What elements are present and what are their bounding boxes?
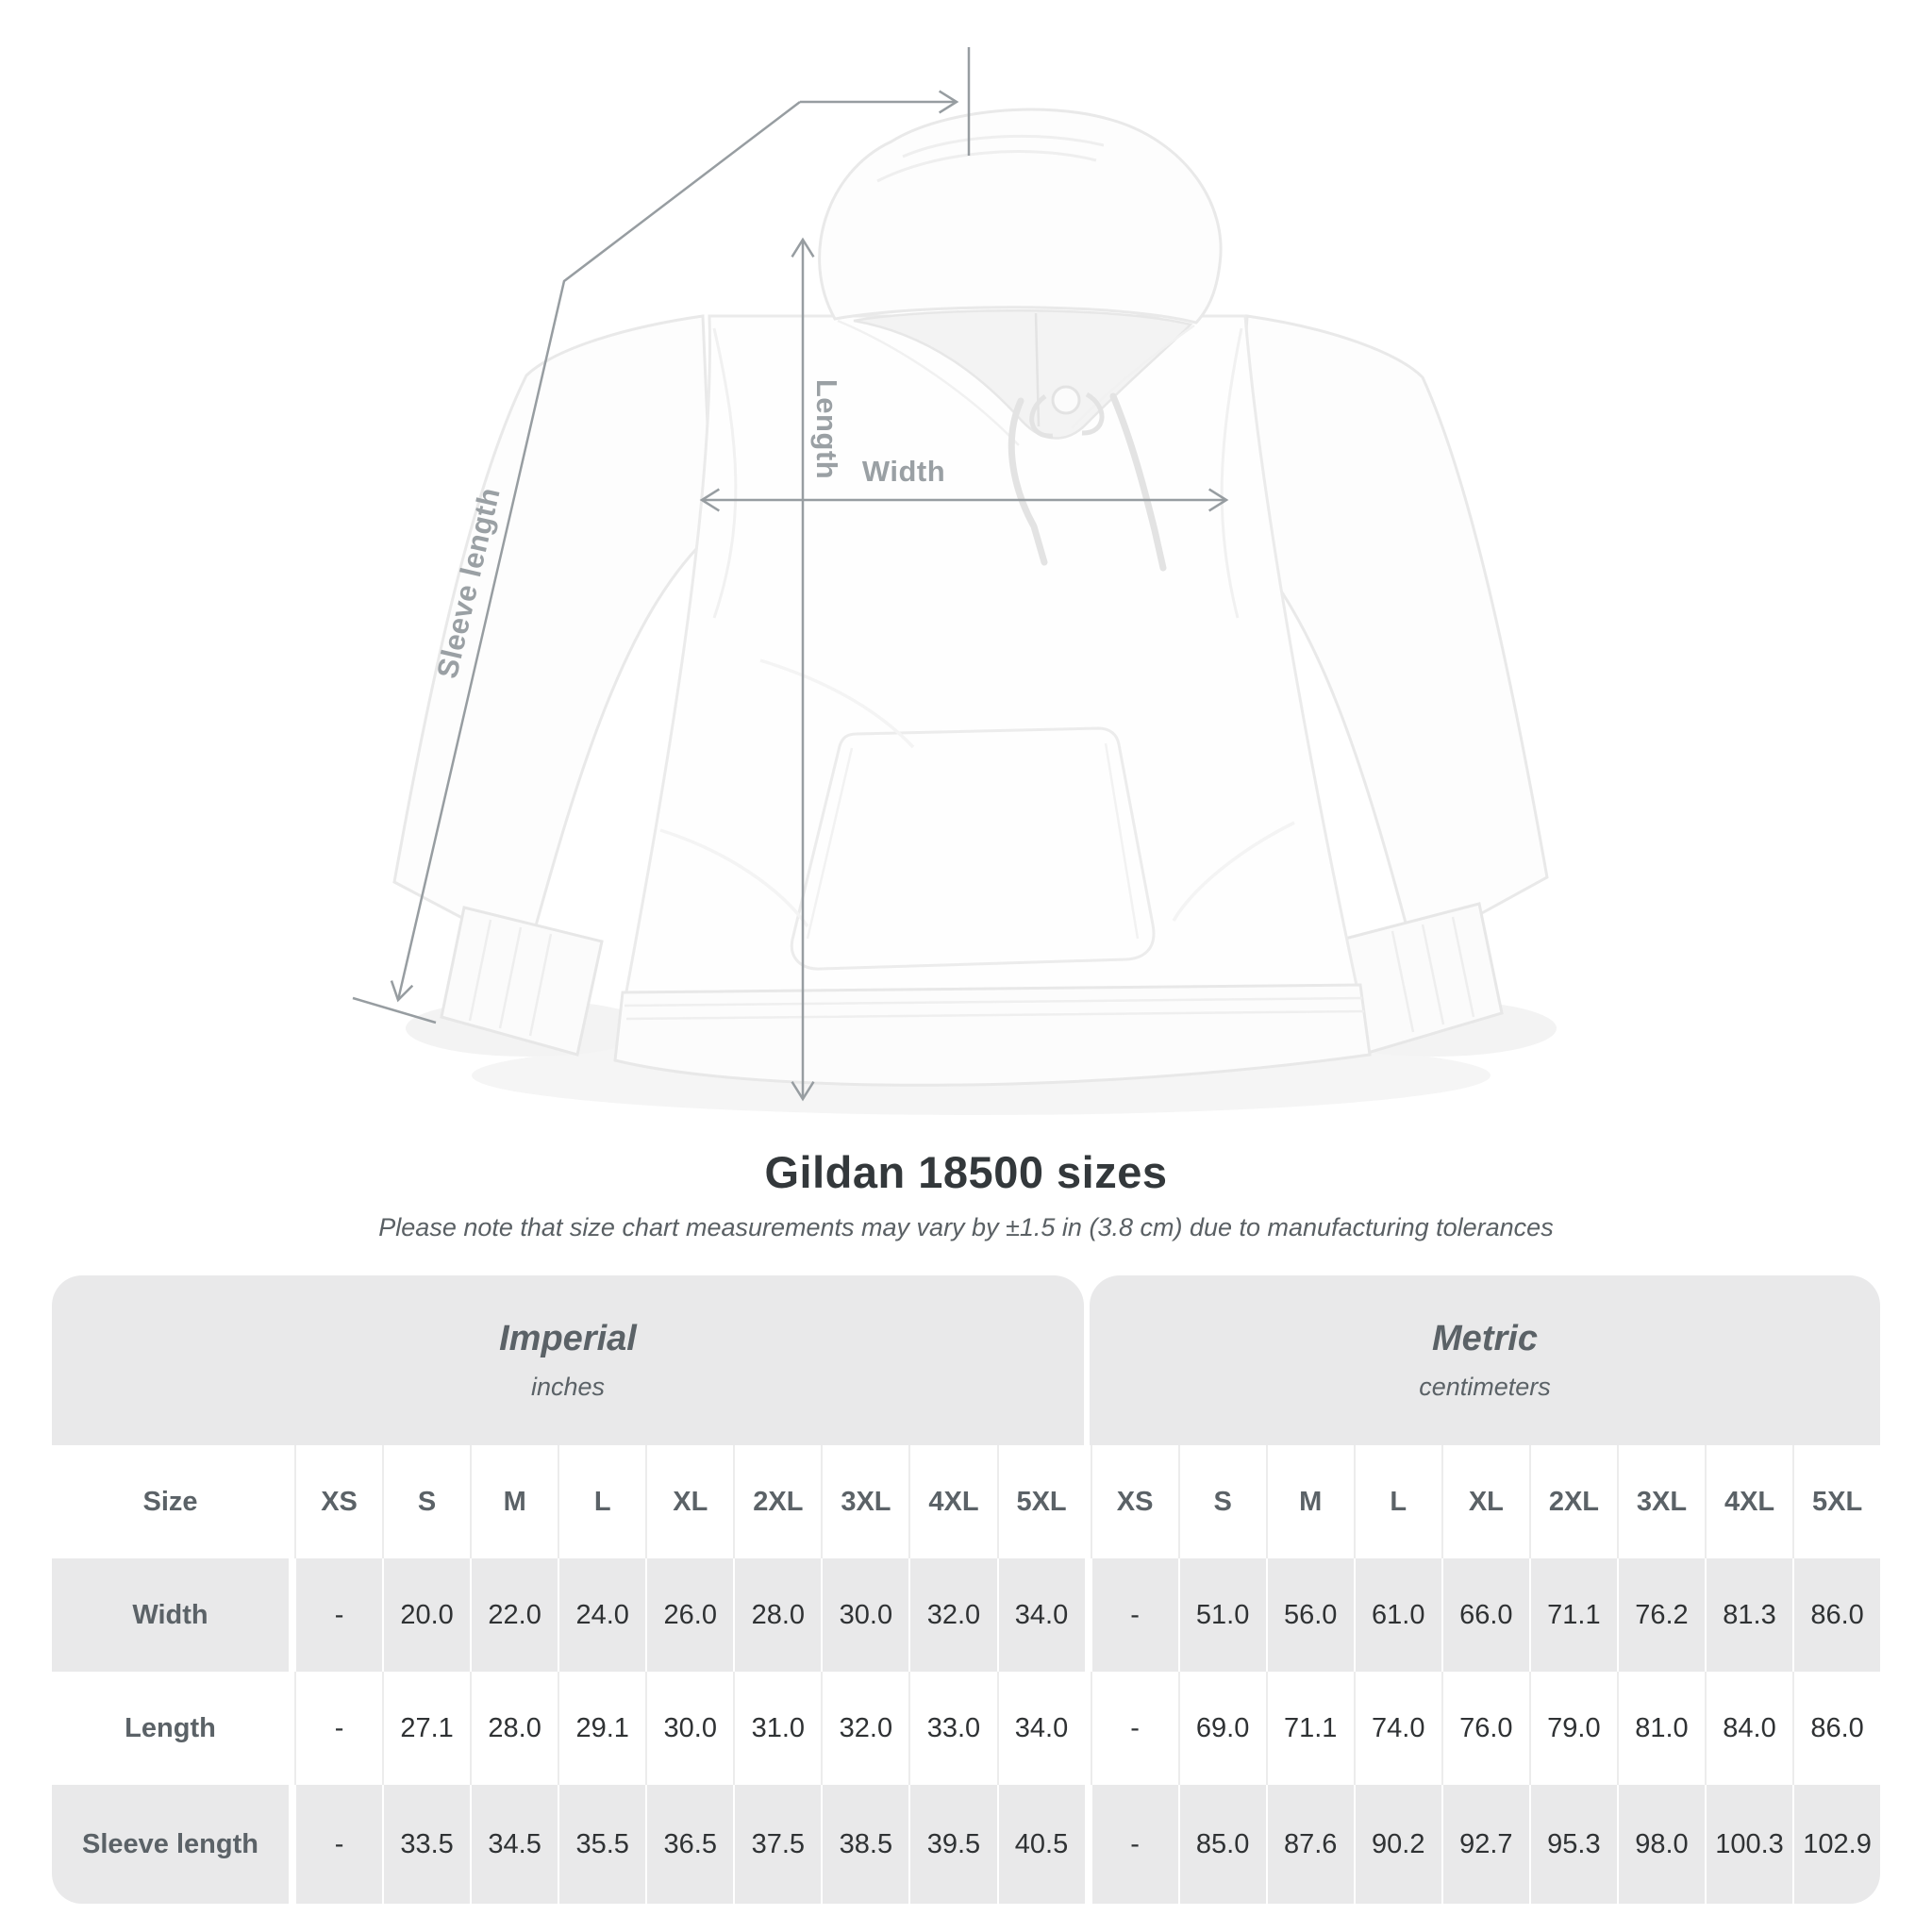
sleeve-tick-bottom [352,996,437,1024]
size-header: 5XL [1792,1445,1881,1558]
sleeve-arrow-diagonal [390,101,801,1003]
value-cell: 95.3 [1528,1785,1617,1904]
value-cell: 37.5 [733,1785,822,1904]
length-label: Length [810,378,843,480]
value-cell: 90.2 [1353,1785,1441,1904]
value-cell: 79.0 [1528,1672,1617,1785]
group-header-metric: Metric centimeters [1090,1275,1880,1445]
value-cell: 84.0 [1705,1672,1793,1785]
value-cell: 87.6 [1265,1785,1354,1904]
group-unit-imperial: inches [530,1373,606,1401]
value-cell: 32.0 [908,1558,997,1672]
value-cell: 76.0 [1441,1672,1529,1785]
value-cell: 61.0 [1353,1558,1441,1672]
size-header-row: Size XS S M L XL 2XL 3XL 4XL 5XL XS S M … [52,1445,1881,1558]
value-cell: 100.3 [1705,1785,1793,1904]
value-cell: 32.0 [821,1672,909,1785]
size-header: L [558,1445,646,1558]
size-header: 3XL [821,1445,909,1558]
row-label: Length [52,1672,289,1785]
value-cell: 85.0 [1177,1785,1266,1904]
value-cell: 92.7 [1441,1785,1529,1904]
value-cell: 81.3 [1705,1558,1793,1672]
value-cell: 33.0 [908,1672,997,1785]
value-cell: 71.1 [1528,1558,1617,1672]
value-cell: - [294,1785,383,1904]
value-cell: 24.0 [558,1558,646,1672]
value-cell: 34.0 [996,1558,1085,1672]
value-cell: 69.0 [1177,1672,1266,1785]
size-header: 3XL [1616,1445,1705,1558]
group-name-imperial: Imperial [499,1319,637,1358]
value-cell: 38.5 [821,1785,909,1904]
size-header: XL [645,1445,734,1558]
table-row-length: Length - 27.1 28.0 29.1 30.0 31.0 32.0 3… [52,1672,1881,1785]
value-cell: 34.5 [470,1785,558,1904]
value-cell: 40.5 [996,1785,1085,1904]
value-cell: 86.0 [1792,1558,1881,1672]
value-cell: 28.0 [733,1558,822,1672]
measurement-lines [352,47,1229,1102]
value-cell: 36.5 [645,1785,734,1904]
value-cell: 98.0 [1616,1785,1705,1904]
group-unit-metric: centimeters [1419,1373,1551,1401]
value-cell: 74.0 [1353,1672,1441,1785]
size-header: 4XL [908,1445,997,1558]
value-cell: 56.0 [1265,1558,1354,1672]
value-cell: 81.0 [1616,1672,1705,1785]
value-cell: 76.2 [1616,1558,1705,1672]
value-cell: 30.0 [821,1558,909,1672]
value-cell: 71.1 [1265,1672,1354,1785]
group-header-imperial: Imperial inches [52,1275,1084,1445]
unit-group-header: Imperial inches Metric centimeters [52,1275,1880,1445]
size-header: 4XL [1705,1445,1793,1558]
value-cell: 31.0 [733,1672,822,1785]
value-cell: 66.0 [1441,1558,1529,1672]
group-name-metric: Metric [1432,1319,1538,1358]
hoodie-measure-figure: Sleeve length Length Width [352,47,1557,1102]
size-header: M [470,1445,558,1558]
size-header: XS [1090,1445,1178,1558]
value-cell: 102.9 [1792,1785,1881,1904]
value-cell: - [294,1558,383,1672]
value-cell: 26.0 [645,1558,734,1672]
value-cell: 29.1 [558,1672,646,1785]
size-header: 5XL [996,1445,1085,1558]
size-header: S [382,1445,471,1558]
value-cell: 39.5 [908,1785,997,1904]
value-cell: 22.0 [470,1558,558,1672]
value-cell: 27.1 [382,1672,471,1785]
size-table: Imperial inches Metric centimeters Size … [52,1275,1881,1904]
value-cell: 35.5 [558,1785,646,1904]
size-header: M [1265,1445,1354,1558]
value-cell: 51.0 [1177,1558,1266,1672]
value-cell: 34.0 [996,1672,1085,1785]
row-label: Sleeve length [52,1785,289,1904]
value-cell: - [1090,1558,1178,1672]
value-cell: 28.0 [470,1672,558,1785]
value-cell: 30.0 [645,1672,734,1785]
size-header: XL [1441,1445,1529,1558]
size-header: 2XL [1528,1445,1617,1558]
value-cell: 20.0 [382,1558,471,1672]
page-title: Gildan 18500 sizes [764,1147,1168,1197]
size-header: 2XL [733,1445,822,1558]
value-cell: - [1090,1672,1178,1785]
size-header: L [1353,1445,1441,1558]
size-header: XS [294,1445,383,1558]
title-block: Gildan 18500 sizes Please note that size… [0,1146,1932,1242]
size-header: S [1177,1445,1266,1558]
value-cell: - [1090,1785,1178,1904]
table-row-width: Width - 20.0 22.0 24.0 26.0 28.0 30.0 32… [52,1558,1881,1672]
value-cell: - [294,1672,383,1785]
value-cell: 33.5 [382,1785,471,1904]
row-label: Width [52,1558,289,1672]
value-cell: 86.0 [1792,1672,1881,1785]
table-row-sleeve-length: Sleeve length - 33.5 34.5 35.5 36.5 37.5… [52,1785,1881,1904]
page-subtitle: Please note that size chart measurements… [378,1213,1554,1241]
size-col-header: Size [52,1445,289,1558]
width-label: Width [861,455,946,488]
